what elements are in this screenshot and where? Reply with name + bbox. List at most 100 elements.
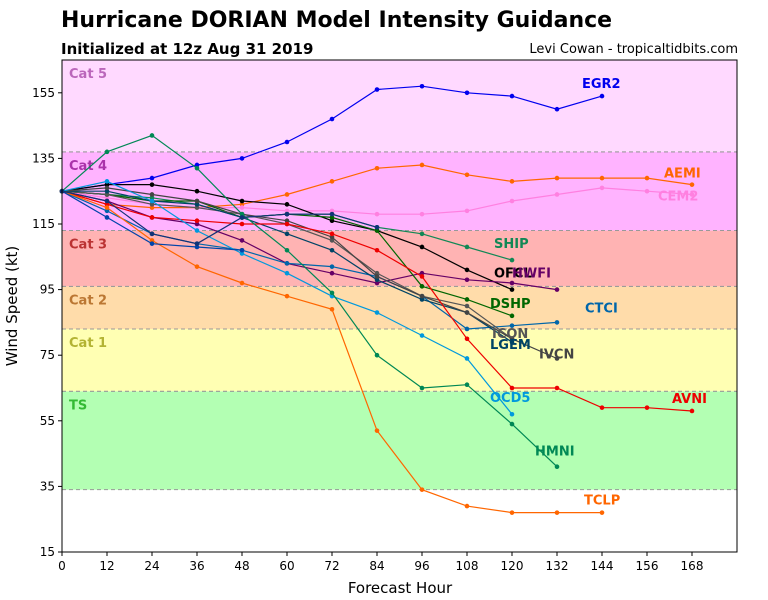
y-tick-label: 95: [40, 283, 55, 297]
data-point: [509, 385, 515, 391]
data-point: [194, 241, 200, 246]
data-point: [419, 162, 425, 168]
data-point: [284, 192, 290, 197]
data-point: [509, 280, 515, 286]
x-tick-label: 144: [591, 559, 614, 573]
data-point: [329, 270, 335, 276]
data-point: [104, 182, 110, 187]
data-point: [509, 313, 515, 319]
x-axis-ticks: 0 12 24 36 48 60 72 84 96 108 120 132 144 156 168: [58, 552, 703, 573]
x-tick-label: 84: [369, 559, 384, 573]
x-axis-label: Forecast Hour: [348, 579, 453, 597]
data-point: [149, 192, 155, 197]
data-point: [509, 411, 515, 417]
data-point: [419, 83, 425, 89]
data-point: [194, 198, 200, 204]
data-point: [194, 165, 200, 171]
data-point: [149, 215, 155, 220]
data-point: [194, 205, 200, 210]
data-point: [554, 385, 560, 391]
data-point: [104, 195, 110, 201]
data-point: [419, 231, 425, 237]
data-point: [419, 297, 425, 302]
data-point: [239, 156, 245, 161]
data-point: [464, 503, 470, 509]
band-label: Cat 2: [69, 293, 107, 308]
data-point: [509, 336, 515, 342]
data-point: [599, 510, 605, 515]
data-point: [284, 261, 290, 266]
data-point: [554, 356, 560, 361]
category-bands: [62, 60, 737, 491]
data-point: [329, 264, 335, 269]
data-point: [104, 208, 110, 214]
data-point: [599, 405, 605, 410]
series-label-egr2: EGR2: [582, 77, 621, 92]
data-point: [374, 228, 380, 233]
data-point: [239, 280, 245, 286]
data-point: [284, 247, 290, 253]
data-point: [689, 192, 695, 197]
data-point: [104, 205, 110, 210]
data-point: [149, 198, 155, 204]
data-point: [239, 205, 245, 210]
data-point: [284, 270, 290, 276]
data-point: [374, 277, 380, 283]
x-tick-label: 96: [414, 559, 429, 573]
data-point: [194, 244, 200, 250]
series-label-cem2: CEM2: [658, 189, 698, 204]
data-point: [374, 274, 380, 279]
data-point: [599, 185, 605, 191]
data-point: [329, 306, 335, 312]
data-point: [509, 93, 515, 99]
band-label: Cat 4: [69, 159, 107, 174]
data-point: [419, 244, 425, 250]
data-point: [464, 267, 470, 273]
band-cat-4: [62, 151, 737, 231]
data-point: [374, 224, 380, 230]
y-axis-ticks: 15 35 55 75 95 115 135 155: [32, 86, 62, 559]
data-point: [689, 182, 695, 187]
data-point: [329, 211, 335, 217]
series-label-icon: ICON: [492, 327, 528, 342]
x-tick-label: 0: [58, 559, 66, 573]
y-tick-label: 35: [40, 479, 55, 493]
data-point: [194, 188, 200, 194]
data-point: [554, 320, 560, 325]
data-point: [284, 221, 290, 227]
data-point: [464, 382, 470, 388]
data-point: [464, 297, 470, 302]
y-tick-label: 135: [32, 151, 55, 165]
credit-text: Levi Cowan - tropicaltidbits.com: [529, 42, 738, 57]
data-point: [599, 93, 605, 99]
data-point: [374, 280, 380, 286]
data-point: [329, 290, 335, 296]
band-cat-5: [62, 60, 737, 152]
series-line-unnamed-16: [61, 190, 378, 245]
data-point: [239, 202, 245, 207]
data-point: [149, 202, 155, 207]
data-point: [149, 205, 155, 210]
data-point: [329, 247, 335, 253]
data-point: [239, 238, 245, 243]
y-tick-label: 155: [32, 86, 55, 100]
x-tick-label: 120: [501, 559, 524, 573]
data-point: [374, 428, 380, 433]
band-label: Cat 5: [69, 67, 107, 82]
data-point: [239, 211, 245, 217]
series-label-avni: AVNI: [672, 392, 707, 407]
data-point: [464, 208, 470, 214]
data-point: [419, 211, 425, 217]
data-point: [599, 175, 605, 181]
data-point: [464, 356, 470, 361]
data-point: [284, 202, 290, 207]
data-point: [329, 208, 335, 214]
data-point: [374, 247, 380, 253]
data-point: [374, 165, 380, 171]
data-point: [149, 241, 155, 246]
data-point: [284, 139, 290, 145]
data-point: [464, 90, 470, 96]
data-point: [419, 270, 425, 276]
x-tick-label: 132: [546, 559, 569, 573]
